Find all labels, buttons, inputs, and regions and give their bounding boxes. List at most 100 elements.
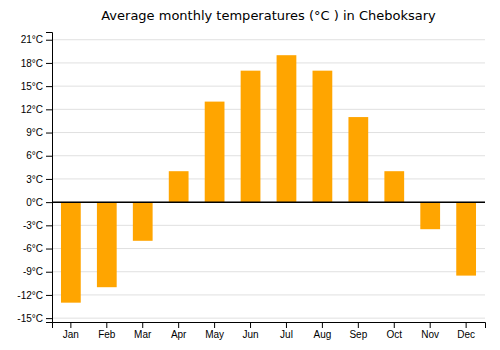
bars xyxy=(52,55,485,302)
x-tick-mark xyxy=(250,322,251,328)
bar xyxy=(241,71,261,202)
grid-line xyxy=(52,86,485,87)
grid-line xyxy=(52,155,485,156)
grid-line xyxy=(52,132,485,133)
x-axis-line xyxy=(53,323,486,329)
y-tick: 15°C xyxy=(21,81,52,92)
x-tick: Jun xyxy=(242,322,258,340)
plot: -15°C -12°C -9°C -6°C -3°C 0°C 3°C 6°C 9°C 12°C 15… xyxy=(17,33,485,341)
grid-line xyxy=(52,248,485,249)
y-tick-mark xyxy=(46,318,52,319)
y-tick-mark xyxy=(46,63,52,64)
y-tick: 3°C xyxy=(26,174,52,185)
bar xyxy=(133,202,153,241)
bar xyxy=(384,171,404,202)
x-tick: Mar xyxy=(134,322,152,340)
bar xyxy=(277,55,297,202)
y-tick: 18°C xyxy=(21,58,52,69)
x-tick-mark xyxy=(394,322,395,328)
x-tick-mark xyxy=(70,322,71,328)
y-tick-mark xyxy=(46,295,52,296)
bar xyxy=(313,71,333,202)
grid-line xyxy=(52,39,485,40)
x-tick-mark xyxy=(178,322,179,328)
grid-line xyxy=(52,109,485,110)
x-tick-label: Nov xyxy=(421,329,439,340)
x-tick-label: Jul xyxy=(280,329,293,340)
x-tick: Nov xyxy=(421,322,439,340)
x-tick: Sep xyxy=(349,322,367,340)
x-tick-label: May xyxy=(205,329,224,340)
x-tick: Aug xyxy=(314,322,332,340)
x-tick-label: Dec xyxy=(457,329,475,340)
x-tick-label: Apr xyxy=(171,329,187,340)
y-tick-mark xyxy=(46,249,52,250)
bar xyxy=(348,117,368,202)
grid-line xyxy=(52,62,485,63)
bar xyxy=(61,202,81,303)
x-tick-mark xyxy=(358,322,359,328)
y-tick-label: -9°C xyxy=(23,266,43,277)
y-tick-label: -15°C xyxy=(17,313,43,324)
y-tick-mark xyxy=(46,272,52,273)
bar xyxy=(420,202,440,229)
y-tick-label: 12°C xyxy=(21,104,43,115)
grid-line xyxy=(52,294,485,295)
y-tick-label: -12°C xyxy=(17,290,43,301)
x-tick-label: Mar xyxy=(134,329,152,340)
grid-line xyxy=(52,178,485,179)
y-tick-mark xyxy=(46,109,52,110)
y-axis: -15°C -12°C -9°C -6°C -3°C 0°C 3°C 6°C 9°C 12°C 15… xyxy=(17,33,52,324)
y-tick: 6°C xyxy=(26,150,52,161)
x-tick: Oct xyxy=(386,322,402,340)
y-tick-label: -6°C xyxy=(23,243,43,254)
grid-line xyxy=(52,271,485,272)
x-tick-mark xyxy=(466,322,467,328)
y-tick-label: 6°C xyxy=(26,150,43,161)
y-tick: 9°C xyxy=(26,127,52,138)
bar xyxy=(205,102,225,203)
x-tick-label: Jan xyxy=(63,329,79,340)
y-tick-mark xyxy=(46,133,52,134)
y-tick-label: 0°C xyxy=(26,197,43,208)
baseline xyxy=(52,201,485,203)
title: Average monthly temperatures (°C ) in Ch… xyxy=(101,8,436,23)
y-tick-mark xyxy=(46,40,52,41)
y-tick: -9°C xyxy=(23,266,52,277)
x-tick-label: Aug xyxy=(314,329,332,340)
y-tick-label: 9°C xyxy=(26,127,43,138)
x-tick: Apr xyxy=(171,322,187,340)
y-tick: 21°C xyxy=(21,34,52,45)
x-tick: Jan xyxy=(63,322,79,340)
y-tick-label: 18°C xyxy=(21,58,43,69)
y-tick-label: -3°C xyxy=(23,220,43,231)
x-tick-label: Oct xyxy=(386,329,402,340)
x-tick: Feb xyxy=(98,322,116,340)
y-tick: 12°C xyxy=(21,104,52,115)
y-tick-mark xyxy=(46,179,52,180)
y-tick: -6°C xyxy=(23,243,52,254)
grid-line xyxy=(52,318,485,319)
y-tick: -12°C xyxy=(17,290,52,301)
x-tick: Dec xyxy=(457,322,475,340)
y-tick-mark xyxy=(46,202,52,203)
grid-line xyxy=(52,202,485,203)
x-tick-mark xyxy=(214,322,215,328)
y-tick: 0°C xyxy=(26,197,52,208)
y-tick-label: 3°C xyxy=(26,174,43,185)
grid xyxy=(52,40,485,318)
x-tick-label: Sep xyxy=(349,329,367,340)
bar xyxy=(97,202,117,287)
bar xyxy=(456,202,476,275)
y-tick-label: 15°C xyxy=(21,81,43,92)
x-tick-mark xyxy=(430,322,431,328)
grid-line xyxy=(52,225,485,226)
x-tick: May xyxy=(205,322,224,340)
bar xyxy=(169,171,189,202)
y-tick: -3°C xyxy=(23,220,52,231)
x-tick-mark xyxy=(286,322,287,328)
chart: Average monthly temperatures (°C ) in Ch… xyxy=(0,0,500,350)
x-axis: Jan Feb Mar Apr May Jun Jul Aug Sep Oct Nov Dec xyxy=(53,322,486,340)
y-axis-line xyxy=(46,33,53,323)
y-tick-mark xyxy=(46,225,52,226)
